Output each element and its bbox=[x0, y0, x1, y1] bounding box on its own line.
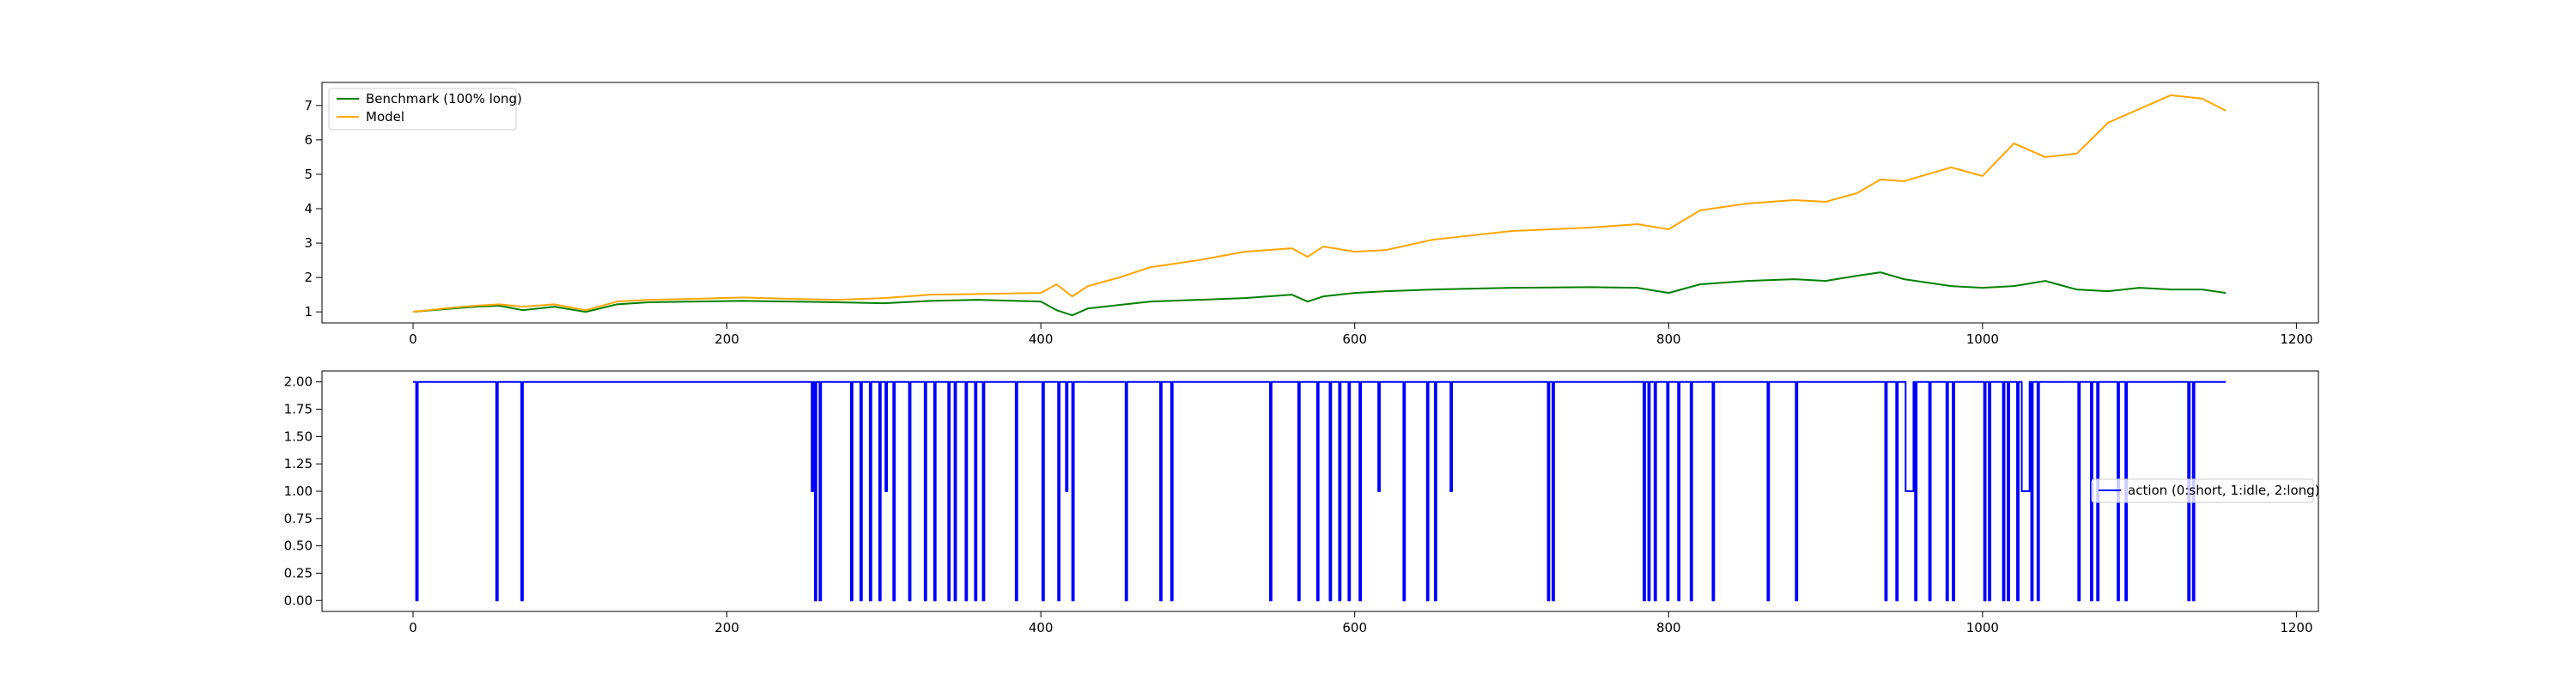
y-tick-label: 2.00 bbox=[284, 374, 313, 390]
equity-legend: Benchmark (100% long) Model bbox=[328, 88, 522, 131]
action-legend: action (0:short, 1:idle, 2:long) bbox=[2091, 478, 2320, 503]
series-line-0-1 bbox=[412, 94, 2227, 313]
y-tick-label: 4 bbox=[304, 201, 313, 216]
x-tick-label: 600 bbox=[1342, 331, 1367, 347]
x-tick-label: 800 bbox=[1656, 620, 1681, 635]
y-tick-label: 1 bbox=[304, 304, 313, 319]
y-tick-label: 1.50 bbox=[284, 429, 313, 444]
y-tick-label: 2 bbox=[304, 270, 313, 285]
y-tick-label: 0.25 bbox=[284, 565, 313, 581]
x-tick-label: 1000 bbox=[1966, 620, 1999, 635]
legend-label-model: Model bbox=[366, 109, 404, 125]
x-tick-label: 1200 bbox=[2280, 331, 2312, 347]
x-tick-label: 200 bbox=[714, 620, 739, 635]
x-tick-label: 400 bbox=[1029, 331, 1054, 347]
y-tick-label: 1.00 bbox=[284, 483, 313, 499]
y-tick-label: 1.75 bbox=[284, 402, 313, 417]
y-tick-label: 6 bbox=[304, 132, 313, 148]
x-tick-label: 600 bbox=[1342, 620, 1367, 635]
x-tick-label: 0 bbox=[409, 620, 417, 635]
y-tick-label: 1.25 bbox=[284, 456, 313, 471]
x-tick-label: 1200 bbox=[2280, 620, 2312, 635]
y-tick-label: 7 bbox=[304, 98, 313, 113]
x-tick-label: 400 bbox=[1029, 620, 1054, 635]
equity-panel: 0 200 400 600 800 1000 1200 1 2 3 4 5 6 7 Benchmark (… bbox=[304, 82, 2319, 347]
series-line-1-0 bbox=[413, 380, 2227, 602]
y-tick-label: 0.50 bbox=[284, 538, 313, 554]
y-tick-label: 3 bbox=[304, 235, 313, 251]
legend-label-action: action (0:short, 1:idle, 2:long) bbox=[2128, 483, 2320, 498]
equity-legend-box bbox=[328, 88, 517, 131]
y-tick-label: 0.75 bbox=[284, 511, 313, 526]
x-tick-label: 200 bbox=[714, 331, 739, 347]
equity-panel-frame bbox=[321, 82, 2319, 324]
x-tick-label: 800 bbox=[1656, 331, 1681, 347]
x-tick-label: 0 bbox=[409, 331, 417, 347]
y-tick-label: 0.00 bbox=[284, 593, 313, 608]
action-panel: 0 200 400 600 800 1000 1200 0.00 0.25 0.50 0.75 1.0… bbox=[284, 370, 2320, 635]
legend-label-benchmark: Benchmark (100% long) bbox=[366, 91, 522, 106]
series-line-0-0 bbox=[412, 271, 2227, 317]
action-legend-box bbox=[2091, 478, 2314, 503]
y-tick-label: 5 bbox=[304, 167, 313, 182]
x-tick-label: 1000 bbox=[1966, 331, 1999, 347]
